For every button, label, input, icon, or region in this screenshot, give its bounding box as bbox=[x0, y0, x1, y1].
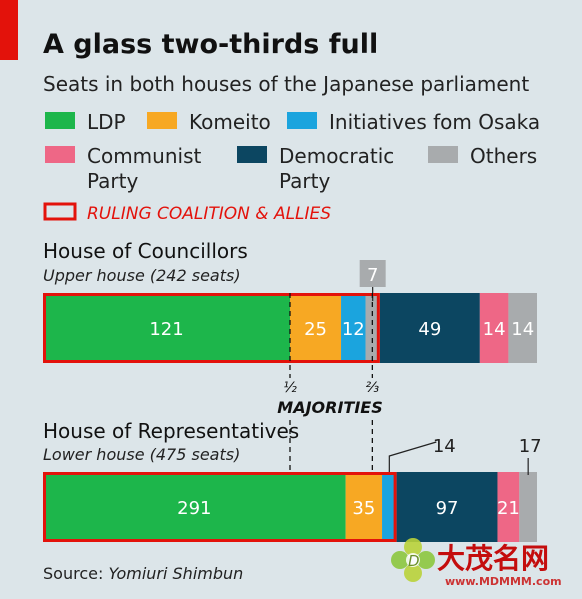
lower-callout-line-initiatives-fom-osaka bbox=[388, 441, 437, 475]
chart-subtitle: Seats in both houses of the Japanese par… bbox=[43, 72, 529, 96]
lower-bar-ldp bbox=[43, 472, 346, 542]
source-prefix: Source: bbox=[43, 564, 108, 583]
legend-label-komeito: Komeito bbox=[189, 110, 271, 134]
legend: LDP Komeito Initiatives fom Osaka Communist… bbox=[45, 110, 540, 193]
lower-house-bar: 291 35 14 97 21 17 bbox=[43, 436, 542, 542]
upper-label-others: 14 bbox=[511, 319, 534, 340]
upper-bar-communist-party bbox=[479, 293, 509, 363]
lower-coalition-outline bbox=[43, 472, 397, 542]
legend-label-democratic-party: Democratic Party bbox=[279, 144, 394, 193]
coalition-legend: RULING COALITION & ALLIES bbox=[43, 202, 331, 224]
majority-fraction-1: ⅔ bbox=[366, 380, 380, 396]
lower-label-komeito: 35 bbox=[352, 498, 375, 519]
upper-label-komeito: 25 bbox=[304, 319, 327, 340]
lower-house-title: House of Representatives bbox=[43, 419, 299, 443]
majority-fraction-0: ½ bbox=[283, 380, 297, 396]
legend-swatch-komeito bbox=[147, 112, 177, 129]
coalition-swatch bbox=[43, 202, 77, 221]
upper-bar-others bbox=[508, 293, 537, 363]
chart-title: A glass two-thirds full bbox=[43, 29, 378, 60]
red-tag bbox=[0, 0, 18, 60]
lower-label-others: 17 bbox=[519, 436, 542, 457]
upper-label-communist-party: 14 bbox=[483, 319, 506, 340]
coalition-label: RULING COALITION & ALLIES bbox=[87, 204, 331, 224]
source: Source: Yomiuri Shimbun bbox=[43, 564, 243, 583]
legend-label-others: Others bbox=[470, 144, 537, 168]
upper-bar-initiatives-fom-osaka bbox=[341, 293, 366, 363]
lower-label-communist-party: 21 bbox=[497, 498, 520, 519]
majorities: MAJORITIES ½ ⅔ bbox=[277, 293, 383, 542]
upper-coalition-outline bbox=[43, 293, 380, 363]
watermark: D 大茂名网 www.MDMMM.com bbox=[391, 538, 562, 588]
upper-label-ldp: 121 bbox=[149, 319, 183, 340]
upper-bar-ldp bbox=[43, 293, 290, 363]
upper-bar-democratic-party bbox=[379, 293, 480, 363]
upper-callout-box-others-allied bbox=[359, 260, 386, 287]
upper-bar-komeito bbox=[290, 293, 342, 363]
svg-text:D: D bbox=[408, 552, 420, 570]
lower-bar-initiatives-fom-osaka bbox=[382, 472, 397, 542]
legend-label-ldp: LDP bbox=[87, 110, 126, 134]
lower-bar-komeito bbox=[345, 472, 383, 542]
legend-swatch-ldp bbox=[45, 112, 75, 129]
legend-swatch-democratic-party bbox=[237, 146, 267, 163]
upper-house-bar: 121 25 12 7 49 14 14 bbox=[43, 260, 537, 363]
upper-label-democratic-party: 49 bbox=[418, 319, 441, 340]
upper-label-others-allied: 7 bbox=[367, 265, 378, 286]
lower-label-initiatives-fom-osaka: 14 bbox=[433, 436, 456, 457]
lower-label-ldp: 291 bbox=[177, 498, 211, 519]
lower-bar-communist-party bbox=[497, 472, 520, 542]
upper-house-title: House of Councillors bbox=[43, 239, 248, 263]
watermark-text: 大茂名网 bbox=[437, 542, 549, 575]
upper-label-initiatives-fom-osaka: 12 bbox=[342, 319, 365, 340]
lower-bar-democratic-party bbox=[396, 472, 498, 542]
upper-bar-others-allied bbox=[365, 293, 380, 363]
lower-bar-others bbox=[519, 472, 537, 542]
upper-house-subtitle: Upper house (242 seats) bbox=[43, 266, 241, 285]
flower-logo-icon: D bbox=[391, 538, 435, 582]
watermark-url: www.MDMMM.com bbox=[445, 575, 562, 588]
lower-house-subtitle: Lower house (475 seats) bbox=[43, 445, 240, 464]
majorities-label: MAJORITIES bbox=[277, 398, 382, 417]
source-name: Yomiuri Shimbun bbox=[108, 564, 243, 583]
lower-label-democratic-party: 97 bbox=[436, 498, 459, 519]
legend-swatch-others bbox=[428, 146, 458, 163]
legend-swatch-communist-party bbox=[45, 146, 75, 163]
legend-label-initiatives-fom-osaka: Initiatives fom Osaka bbox=[329, 110, 540, 134]
legend-label-communist-party: Communist Party bbox=[87, 144, 201, 193]
legend-swatch-initiatives-fom-osaka bbox=[287, 112, 317, 129]
